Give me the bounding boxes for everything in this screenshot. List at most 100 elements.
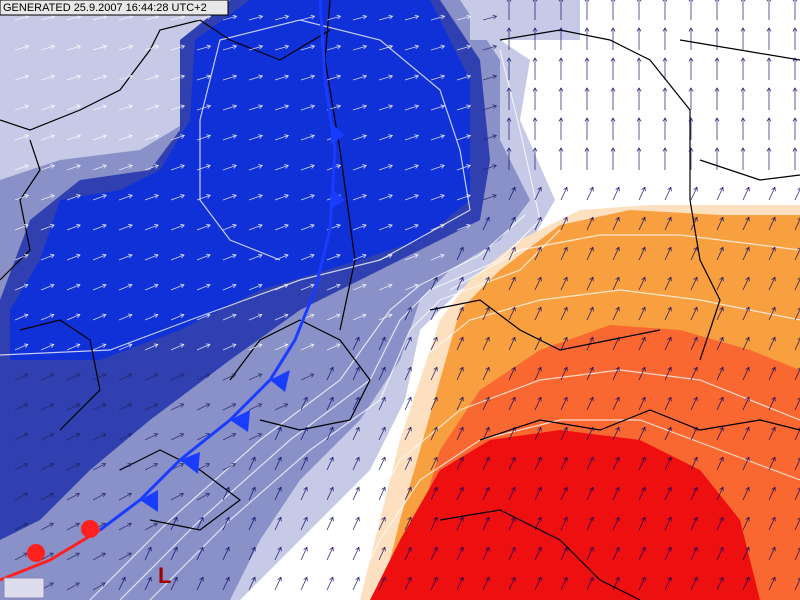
wind-arrow-head [641,516,646,522]
wind-arrow [40,523,54,531]
wind-arrow-head [719,546,724,552]
wind-arrow [248,457,256,471]
wind-arrow [196,577,204,591]
wind-arrow-head [740,117,746,122]
wind-arrow-head [24,14,30,20]
wind-arrow-head [257,373,263,378]
wind-arrow [560,547,568,561]
wind-arrow-head [667,186,672,192]
wind-arrow-head [511,456,516,462]
wind-arrow [716,247,724,261]
wind-arrow [274,284,289,291]
wind-arrow [508,217,516,231]
wind-arrow [326,367,334,381]
wind-arrow [534,337,542,351]
wind-arrow-head [797,307,800,310]
wind-arrow-head [537,246,542,252]
wind-arrow-head [329,546,334,552]
wind-arrow-head [362,223,367,229]
wind-arrow [690,367,698,381]
wind-arrow-head [336,74,342,80]
wind-arrow-head [101,582,106,587]
wind-arrow [300,487,308,501]
wind-arrow [92,105,107,111]
wind-arrow-head [102,104,108,110]
wind-arrow [274,403,288,411]
wind-arrow-head [381,456,386,462]
wind-arrow-head [128,14,134,20]
wind-arrow-head [485,336,490,342]
wind-arrow-head [714,27,720,32]
wind-arrow-head [199,546,204,552]
wind-arrow-head [257,433,263,438]
wind-arrow-head [719,276,724,282]
wind-arrow [768,367,776,381]
wind-arrow [612,367,620,381]
wind-arrow [768,577,776,591]
wind-arrow-head [492,164,497,169]
wind-arrow [40,343,54,351]
wind-arrow-head [615,456,620,462]
wind-arrow [482,165,497,171]
contour [329,369,800,600]
wind-arrow-head [584,87,590,92]
wind-arrow-head [615,426,620,432]
wind-arrow [66,165,81,171]
wind-arrow [144,105,159,111]
wind-arrow [66,433,80,441]
wind-arrow [430,427,438,441]
front-line [99,0,337,532]
wind-arrow [326,427,334,441]
wind-arrow-head [745,336,750,342]
wind-arrow-head [173,576,178,582]
wind-arrow [456,15,471,21]
wind-arrow [612,517,620,531]
wind-arrow-head [101,433,107,438]
wind-arrow [534,367,542,381]
wind-arrow [196,343,210,351]
wind-arrow [716,517,724,531]
wind-arrow-head [641,426,646,432]
wind-arrow-head [335,343,341,348]
wind-arrow [664,217,672,231]
wind-arrow-head [615,216,620,222]
wind-arrow [14,194,29,201]
wind-arrow-head [231,283,237,289]
wind-arrow [404,135,419,141]
wind-arrow [482,547,490,561]
wind-arrow [66,373,80,381]
wind-arrow [378,254,393,261]
wind-arrow [222,487,230,501]
wind-arrow-head [283,283,289,289]
wind-arrow-head [506,147,512,152]
wind-arrow-head [179,343,185,348]
wind-arrow-head [667,456,672,462]
wind-arrow-head [388,134,394,139]
wind-arrow [378,45,393,51]
wind-arrow [170,105,185,111]
coastline [0,19,331,131]
wind-arrow-head [329,576,334,582]
wind-arrow-head [485,486,490,492]
wind-arrow-head [589,276,594,282]
wind-arrow-head [362,74,368,80]
wind-arrow-head [283,313,289,319]
wind-arrow [274,105,289,111]
wind-arrow [144,403,158,411]
wind-arrow [742,247,750,261]
wind-arrow-head [180,253,185,259]
wind-arrow-head [310,44,316,50]
wind-arrow-head [771,426,776,432]
wind-arrow [378,457,386,471]
wind-arrow [638,307,646,321]
wind-arrow [248,254,263,261]
wind-arrow [196,403,210,411]
wind-arrow-head [154,253,159,259]
wind-arrow-head [102,253,107,259]
wind-arrow [274,165,289,171]
wind-arrow-head [466,164,471,169]
wind-arrow [326,397,334,411]
wind-arrow [586,307,594,321]
wind-arrow-head [641,276,646,282]
wind-arrow [92,165,107,171]
